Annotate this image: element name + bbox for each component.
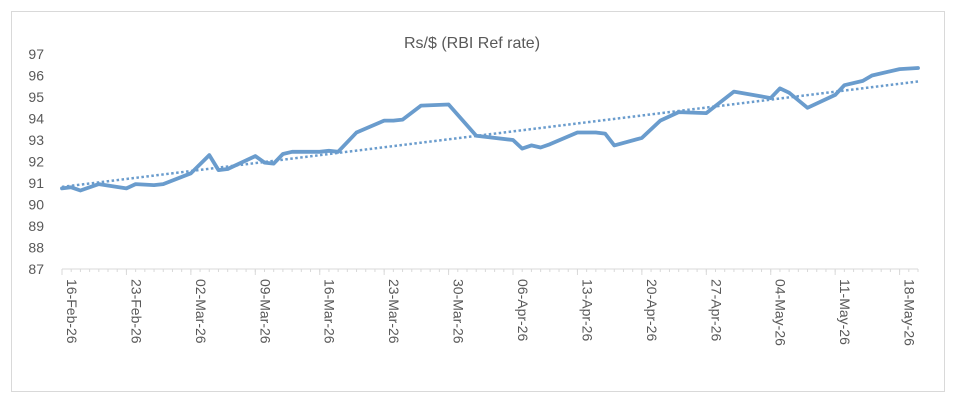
data-point — [778, 86, 782, 90]
data-point — [281, 152, 285, 156]
data-point — [511, 138, 515, 142]
x-tick-label: 04-May-26 — [773, 279, 789, 346]
data-point — [870, 73, 874, 78]
data-point — [327, 149, 331, 153]
data-point — [253, 154, 257, 158]
data-point — [391, 119, 395, 123]
y-tick-label: 89 — [28, 218, 44, 234]
data-point — [69, 185, 73, 189]
x-tick-label: 09-Mar-26 — [257, 279, 273, 344]
y-tick-label: 93 — [28, 132, 44, 148]
x-tick-label: 13-Apr-26 — [579, 279, 595, 341]
data-point — [769, 96, 773, 100]
data-point — [216, 168, 221, 172]
y-axis-ticks: 87 88 89 90 91 92 93 94 95 96 97 — [28, 46, 44, 277]
y-tick-label: 95 — [28, 89, 44, 105]
chart-title: Rs/$ (RBI Ref rate) — [404, 35, 540, 52]
data-point — [290, 150, 294, 154]
x-axis-ticks: 16-Feb-26 23-Feb-26 02-Mar-26 09-Mar-26 16-M… — [61, 269, 919, 346]
trend-line — [61, 80, 919, 189]
y-tick-label: 91 — [28, 175, 44, 191]
data-point — [262, 160, 267, 165]
data-point — [833, 93, 837, 97]
x-tick-label: 27-Apr-26 — [708, 279, 724, 341]
data-point — [704, 111, 708, 115]
data-point — [640, 136, 644, 140]
x-tick-label: 23-Mar-26 — [386, 279, 402, 344]
data-point — [529, 143, 534, 147]
data-point — [354, 130, 359, 135]
x-tick-label: 02-Mar-26 — [193, 279, 209, 344]
data-point — [897, 67, 902, 71]
y-tick-label: 88 — [28, 240, 44, 256]
x-tick-label: 06-Apr-26 — [515, 279, 531, 341]
y-tick-label: 87 — [28, 261, 44, 277]
data-point — [382, 119, 386, 123]
data-point — [446, 102, 451, 107]
data-point — [419, 104, 423, 108]
y-tick-label: 92 — [28, 154, 44, 170]
data-point — [805, 106, 810, 110]
data-point — [732, 90, 736, 94]
data-point — [400, 117, 405, 122]
series-layer — [60, 66, 920, 193]
data-point — [658, 119, 662, 123]
chart-area — [11, 11, 945, 392]
y-tick-label: 94 — [28, 111, 44, 127]
data-point — [78, 188, 83, 193]
data-point — [520, 147, 524, 151]
data-point — [842, 83, 846, 87]
data-point — [594, 130, 598, 135]
data-point — [318, 150, 322, 154]
data-point — [539, 145, 543, 150]
y-tick-label: 96 — [28, 68, 44, 84]
data-point — [612, 143, 616, 147]
y-tick-label: 97 — [28, 46, 44, 62]
data-point — [548, 142, 552, 146]
x-tick-label: 16-Feb-26 — [64, 279, 80, 344]
x-tick-label: 20-Apr-26 — [644, 279, 660, 341]
data-point — [124, 186, 129, 190]
data-point — [916, 66, 920, 70]
x-tick-label: 23-Feb-26 — [128, 279, 144, 344]
data-point — [134, 182, 138, 186]
y-tick-label: 90 — [28, 197, 44, 213]
x-tick-label: 16-Mar-26 — [322, 279, 338, 344]
x-tick-label: 18-May-26 — [902, 279, 918, 346]
data-point — [207, 153, 211, 157]
x-tick-label: 30-Mar-26 — [451, 279, 467, 344]
x-tick-label: 11-May-26 — [837, 279, 853, 345]
data-point — [189, 171, 193, 175]
data-point — [272, 162, 276, 166]
data-point — [161, 182, 165, 186]
data-point — [787, 91, 791, 95]
data-point — [152, 183, 156, 187]
data-point — [226, 167, 230, 171]
data-point — [861, 79, 865, 83]
data-point — [603, 131, 607, 136]
data-point — [575, 130, 580, 135]
